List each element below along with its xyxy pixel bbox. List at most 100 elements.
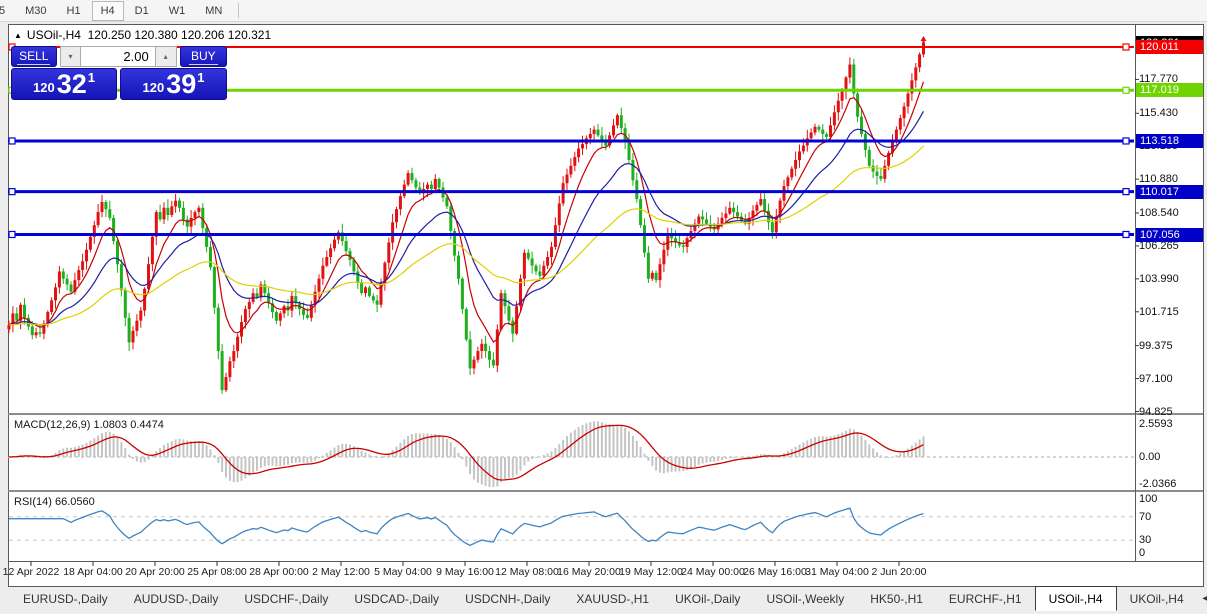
time-axis-label: 31 May 04:00 <box>805 566 869 578</box>
timeframe-button-mn[interactable]: MN <box>205 4 223 17</box>
one-click-trade-panel: SELL ▾ 2.00 ▴ BUY 120 32 1 120 39 1 <box>11 46 228 100</box>
line-price-badge: 120.011 <box>1136 40 1203 54</box>
symbol-tab-usoil-weekly[interactable]: USOil-,Weekly <box>766 592 845 606</box>
chart-window[interactable] <box>8 24 1204 587</box>
line-price-badge: 113.518 <box>1136 134 1203 148</box>
price-axis-label: 115.430 <box>1139 107 1178 120</box>
rsi-axis-label: 70 <box>1139 510 1152 523</box>
time-axis-separator <box>8 561 1203 562</box>
buy-button[interactable]: BUY <box>179 46 228 67</box>
price-axis-label: 101.715 <box>1139 305 1179 318</box>
time-axis-label: 24 May 00:00 <box>681 566 745 578</box>
pane-separator-rsi[interactable] <box>8 490 1203 492</box>
price-axis-label: 103.990 <box>1139 272 1179 285</box>
time-axis-label: 12 Apr 2022 <box>2 566 60 578</box>
macd-axis-label: -2.0366 <box>1139 477 1177 490</box>
symbol-tab-eurusd-daily[interactable]: EURUSD-,Daily <box>23 592 108 606</box>
time-axis-label: 20 Apr 20:00 <box>125 566 185 578</box>
spinner-up-icon: ▴ <box>163 52 168 61</box>
symbol-tab-usdcad-daily[interactable]: USDCAD-,Daily <box>354 592 440 606</box>
price-axis-label: 117.770 <box>1139 73 1178 86</box>
price-axis-label: 94.825 <box>1139 405 1173 418</box>
rsi-axis-label: 0 <box>1139 547 1146 559</box>
buy-price-prefix: 120 <box>142 80 165 95</box>
line-handle[interactable] <box>1122 230 1130 239</box>
line-handle[interactable] <box>1122 137 1130 145</box>
candles-down <box>15 58 883 394</box>
price-axis-label: 106.265 <box>1139 239 1179 252</box>
price-axis-label: 108.540 <box>1139 207 1179 219</box>
tabs-scroll-left-icon[interactable]: ◄ <box>1200 593 1207 603</box>
buy-price-button[interactable]: 120 39 1 <box>120 68 227 100</box>
line-price-badge: 117.019 <box>1136 83 1203 98</box>
time-axis-label: 2 Jun 20:00 <box>871 566 927 578</box>
sell-price-prefix: 120 <box>33 80 55 95</box>
symbol-tabbar: EURUSD-,Daily AUDUSD-,Daily USDCHF-,Daily U… <box>0 586 1207 614</box>
timeframe-button-h1[interactable]: H1 <box>66 4 81 17</box>
horizontal-line-107.056[interactable] <box>8 230 1134 239</box>
price-axis-label: 110.880 <box>1139 173 1178 186</box>
timeframe-toolbar: 5 M30 H1 H4 D1 W1 MN <box>0 0 1207 22</box>
rsi-value: 66.0560 <box>54 496 95 508</box>
pane-separator-macd[interactable] <box>8 413 1203 415</box>
line-handle[interactable] <box>1122 188 1130 196</box>
time-axis-label: 19 May 12:00 <box>619 566 683 578</box>
time-axis-label: 25 Apr 08:00 <box>187 566 247 578</box>
horizontal-line-110.017[interactable] <box>8 188 1134 196</box>
line-handle[interactable] <box>1122 43 1130 51</box>
volume-increase-button[interactable]: ▴ <box>154 46 177 67</box>
symbol-tab-hk50-h1[interactable]: HK50-,H1 <box>870 592 923 606</box>
symbol-tab-xauusd-h1[interactable]: XAUUSD-,H1 <box>576 592 650 606</box>
macd-signal-line <box>8 424 924 481</box>
timeframe-button-m30[interactable]: M30 <box>25 4 47 17</box>
time-axis-label: 12 May 08:00 <box>495 566 559 578</box>
chart-ohlc-values: 120.250 120.380 120.206 120.321 <box>87 28 272 42</box>
horizontal-line-113.518[interactable] <box>8 137 1134 145</box>
time-axis-label: 9 May 16:00 <box>436 566 494 578</box>
time-axis-label: 5 May 04:00 <box>374 566 432 578</box>
expand-arrow-icon[interactable]: ▲ <box>14 31 22 40</box>
moving-average-21 <box>8 111 925 326</box>
toolbar-divider <box>238 3 240 18</box>
time-axis-label: 2 May 12:00 <box>312 566 370 578</box>
macd-main-value: 1.0803 <box>93 419 128 431</box>
line-handle[interactable] <box>8 230 16 239</box>
macd-signal-value: 0.4474 <box>130 419 164 431</box>
sell-price-big: 32 <box>56 69 87 99</box>
sell-price-sup: 1 <box>87 70 95 85</box>
volume-input[interactable]: 2.00 <box>81 46 155 67</box>
rsi-axis-label: 30 <box>1139 534 1152 547</box>
symbol-tab-audusd-daily[interactable]: AUDUSD-,Daily <box>133 592 219 606</box>
sell-button[interactable]: SELL <box>11 46 57 67</box>
timeframe-button-h4[interactable]: H4 <box>91 0 124 21</box>
time-axis-label: 26 May 16:00 <box>743 566 807 578</box>
macd-axis-label: 0.00 <box>1139 451 1161 463</box>
buy-price-big: 39 <box>166 69 197 99</box>
symbol-tab-usdcnh-daily[interactable]: USDCNH-,Daily <box>465 592 551 606</box>
macd-axis-label: 2.5593 <box>1139 417 1173 430</box>
timeframe-button-5[interactable]: 5 <box>0 4 6 17</box>
timeframe-button-w1[interactable]: W1 <box>168 4 186 17</box>
chart-title: ▲ USOil-,H4 120.250 120.380 120.206 120.3… <box>14 28 271 42</box>
symbol-tab-ukoil-daily[interactable]: UKOil-,Daily <box>675 592 741 606</box>
moving-average-55 <box>8 145 924 326</box>
line-handle[interactable] <box>8 137 16 145</box>
rsi-line <box>9 507 924 547</box>
rsi-axis-label: 100 <box>1139 493 1158 505</box>
time-axis-label: 18 Apr 04:00 <box>63 566 123 578</box>
line-handle[interactable] <box>1122 86 1130 94</box>
line-handle[interactable] <box>8 188 16 196</box>
symbol-tab-eurchf-h1[interactable]: EURCHF-,H1 <box>948 592 1022 606</box>
price-alert-arrow-icon <box>920 36 927 46</box>
timeframe-button-d1[interactable]: D1 <box>134 4 149 17</box>
symbol-tab-ukoil-h4[interactable]: UKOil-,H4 <box>1129 592 1184 606</box>
price-axis-separator <box>1135 25 1136 561</box>
price-axis-label: 99.375 <box>1139 339 1173 352</box>
symbol-tab-usoil-h4[interactable]: USOil-,H4 <box>1034 586 1117 611</box>
rsi-label: RSI(14) 66.0560 <box>14 496 95 508</box>
symbol-tab-usdchf-daily[interactable]: USDCHF-,Daily <box>244 592 329 606</box>
sell-price-button[interactable]: 120 32 1 <box>11 68 117 100</box>
volume-decrease-button[interactable]: ▾ <box>59 46 82 67</box>
line-price-badge: 107.056 <box>1136 227 1203 242</box>
